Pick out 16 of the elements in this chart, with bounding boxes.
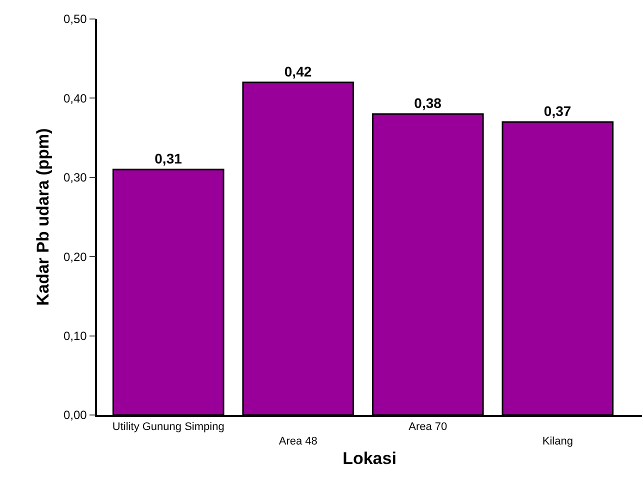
x-tick-label: Utility Gunung Simping [112, 420, 224, 433]
y-tick-label: 0,50 [63, 12, 88, 26]
data-label: 0,38 [414, 95, 442, 112]
y-tick-label: 0,30 [63, 170, 88, 185]
data-label: 0,31 [154, 150, 182, 166]
y-tick-label: 0,10 [63, 329, 88, 343]
y-tick-label: 0,00 [63, 408, 88, 422]
y-tick-label: 0,20 [63, 250, 88, 264]
x-tick-label: Area 70 [408, 420, 448, 433]
data-label: 0,37 [544, 102, 572, 119]
data-label: 0,42 [284, 63, 312, 80]
y-tick-label: 0,40 [63, 91, 88, 106]
x-tick-label: Kilang [542, 435, 573, 448]
y-axis-title: Kadar Pb udara (ppm) [34, 128, 53, 306]
x-tick-label: Area 48 [278, 435, 318, 448]
x-axis-title: Lokasi [342, 449, 396, 468]
